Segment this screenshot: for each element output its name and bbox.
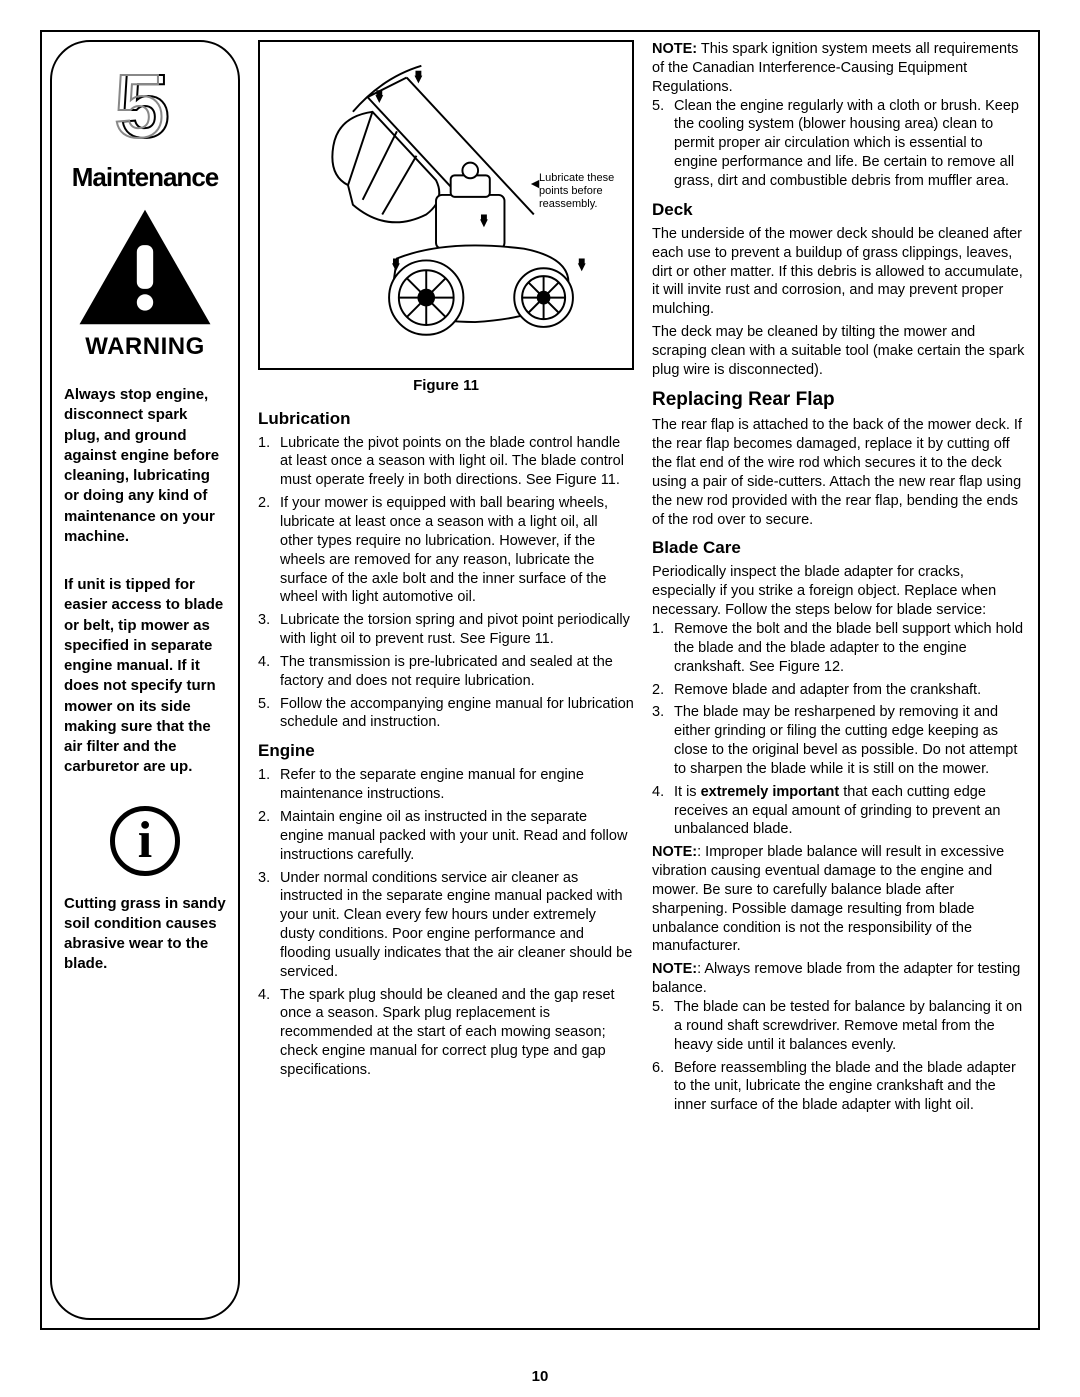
warning-sidebar: 5 5 Maintenance WARNING Always stop engi…: [50, 40, 240, 1320]
figure-11-box: ◄ Lubricate these points before reassemb…: [258, 40, 634, 370]
list-item: Lubricate the torsion spring and pivot p…: [258, 611, 634, 649]
blade-care-heading: Blade Care: [652, 537, 1028, 559]
note-paragraph: NOTE: This spark ignition system meets a…: [652, 40, 1028, 97]
page-frame: 5 5 Maintenance WARNING Always stop engi…: [40, 30, 1040, 1330]
blade-list-a: Remove the bolt and the blade bell suppo…: [652, 620, 1028, 839]
lubrication-heading: Lubrication: [258, 408, 634, 430]
main-content: ◄ Lubricate these points before reassemb…: [252, 32, 1038, 1328]
page-number: 10: [0, 1368, 1080, 1385]
figure-callout: Lubricate these points before reassembly…: [539, 172, 624, 212]
info-paragraph: Cutting grass in sandy soil condition ca…: [64, 894, 226, 975]
note-paragraph: NOTE:: Always remove blade from the adap…: [652, 960, 1028, 998]
warning-triangle-icon: [75, 207, 215, 327]
list-item: The blade may be resharpened by removing…: [652, 703, 1028, 778]
blade-list-b: The blade can be tested for balance by b…: [652, 998, 1028, 1115]
figure-11-caption: Figure 11: [258, 376, 634, 396]
list-item: It is extremely important that each cutt…: [652, 783, 1028, 840]
list-item: If your mower is equipped with ball bear…: [258, 494, 634, 607]
column-left: ◄ Lubricate these points before reassemb…: [258, 40, 634, 1320]
warning-label: WARNING: [85, 333, 205, 361]
list-item: Clean the engine regularly with a cloth …: [652, 97, 1028, 191]
rear-flap-heading: Replacing Rear Flap: [652, 388, 1028, 413]
engine-list-cont: Clean the engine regularly with a cloth …: [652, 97, 1028, 191]
note-label: NOTE:: [652, 41, 697, 57]
list-item: The spark plug should be cleaned and the…: [258, 986, 634, 1080]
list-item: The blade can be tested for balance by b…: [652, 998, 1028, 1055]
note-paragraph: NOTE:: Improper blade balance will resul…: [652, 843, 1028, 956]
list-item: Before reassembling the blade and the bl…: [652, 1059, 1028, 1116]
warning-paragraph-1: Always stop engine, disconnect spark plu…: [64, 385, 226, 547]
list-item: Maintain engine oil as instructed in the…: [258, 808, 634, 865]
blade-intro: Periodically inspect the blade adapter f…: [652, 563, 1028, 620]
engine-list: Refer to the separate engine manual for …: [258, 766, 634, 1080]
list-item: Refer to the separate engine manual for …: [258, 766, 634, 804]
info-icon: i: [110, 806, 180, 876]
deck-paragraph-1: The underside of the mower deck should b…: [652, 225, 1028, 319]
list-item: Remove the bolt and the blade bell suppo…: [652, 620, 1028, 677]
engine-heading: Engine: [258, 740, 634, 762]
list-item: Under normal conditions service air clea…: [258, 869, 634, 982]
list-item: The transmission is pre-lubricated and s…: [258, 653, 634, 691]
chapter-number: 5 5: [120, 62, 170, 152]
deck-paragraph-2: The deck may be cleaned by tilting the m…: [652, 323, 1028, 380]
list-item: Lubricate the pivot points on the blade …: [258, 434, 634, 491]
sidebar-title: Maintenance: [72, 162, 219, 193]
deck-heading: Deck: [652, 199, 1028, 221]
list-item: Remove blade and adapter from the cranks…: [652, 681, 1028, 700]
rear-flap-paragraph: The rear flap is attached to the back of…: [652, 416, 1028, 529]
column-right: NOTE: This spark ignition system meets a…: [652, 40, 1028, 1320]
lubrication-list: Lubricate the pivot points on the blade …: [258, 434, 634, 733]
list-item: Follow the accompanying engine manual fo…: [258, 695, 634, 733]
warning-paragraph-2: If unit is tipped for easier access to b…: [64, 575, 226, 778]
